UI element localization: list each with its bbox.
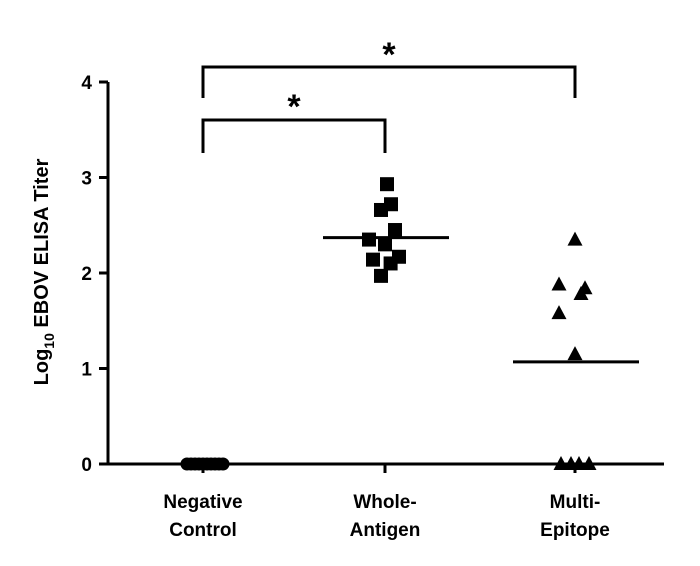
y-tick-label: 2: [81, 264, 92, 285]
significance-star: *: [287, 88, 301, 126]
x-tick-label: Multi-: [550, 492, 601, 513]
data-point-square: [380, 177, 394, 192]
x-tick-label: Control: [169, 520, 237, 541]
data-point-triangle: [553, 456, 569, 470]
significance-bracket: [201, 118, 387, 153]
data-point-square: [362, 232, 376, 247]
data-point-triangle: [551, 276, 567, 291]
y-tick-label: 3: [81, 169, 92, 190]
x-tick-label: Epitope: [540, 520, 610, 541]
y-axis-label-rest: EBOV ELISA Titer: [31, 158, 53, 333]
axes: 0 1 2 3 4 Negative Control Whole- Antigen Multi- E…: [81, 73, 664, 541]
data-point-square: [366, 252, 380, 267]
y-axis-label-prefix: Log: [31, 349, 53, 386]
data-point-triangle: [581, 456, 597, 470]
significance-brackets: **: [201, 36, 577, 153]
x-tick-label: Antigen: [350, 520, 421, 541]
data-point-square: [388, 223, 402, 238]
x-tick-label: Negative: [163, 492, 242, 513]
data-point-triangle: [551, 305, 567, 320]
y-tick-label: 1: [81, 360, 92, 381]
y-axis-label: Log10 EBOV ELISA Titer: [31, 158, 57, 385]
x-tick-label: Whole-: [353, 492, 416, 513]
significance-bracket: [201, 65, 577, 98]
y-axis-label-subscript: 10: [41, 333, 57, 349]
significance-star: *: [382, 36, 396, 74]
data-marks: [141, 177, 639, 471]
data-point-square: [378, 237, 392, 252]
data-point-triangle: [567, 346, 583, 361]
data-point-square: [392, 249, 406, 264]
data-point-square: [374, 268, 388, 283]
data-point-square: [384, 197, 398, 212]
y-tick-label: 0: [81, 455, 92, 476]
data-point-triangle: [571, 456, 587, 470]
data-point-triangle: [573, 286, 589, 301]
data-point-triangle: [567, 231, 583, 246]
y-tick-label: 4: [81, 73, 92, 94]
